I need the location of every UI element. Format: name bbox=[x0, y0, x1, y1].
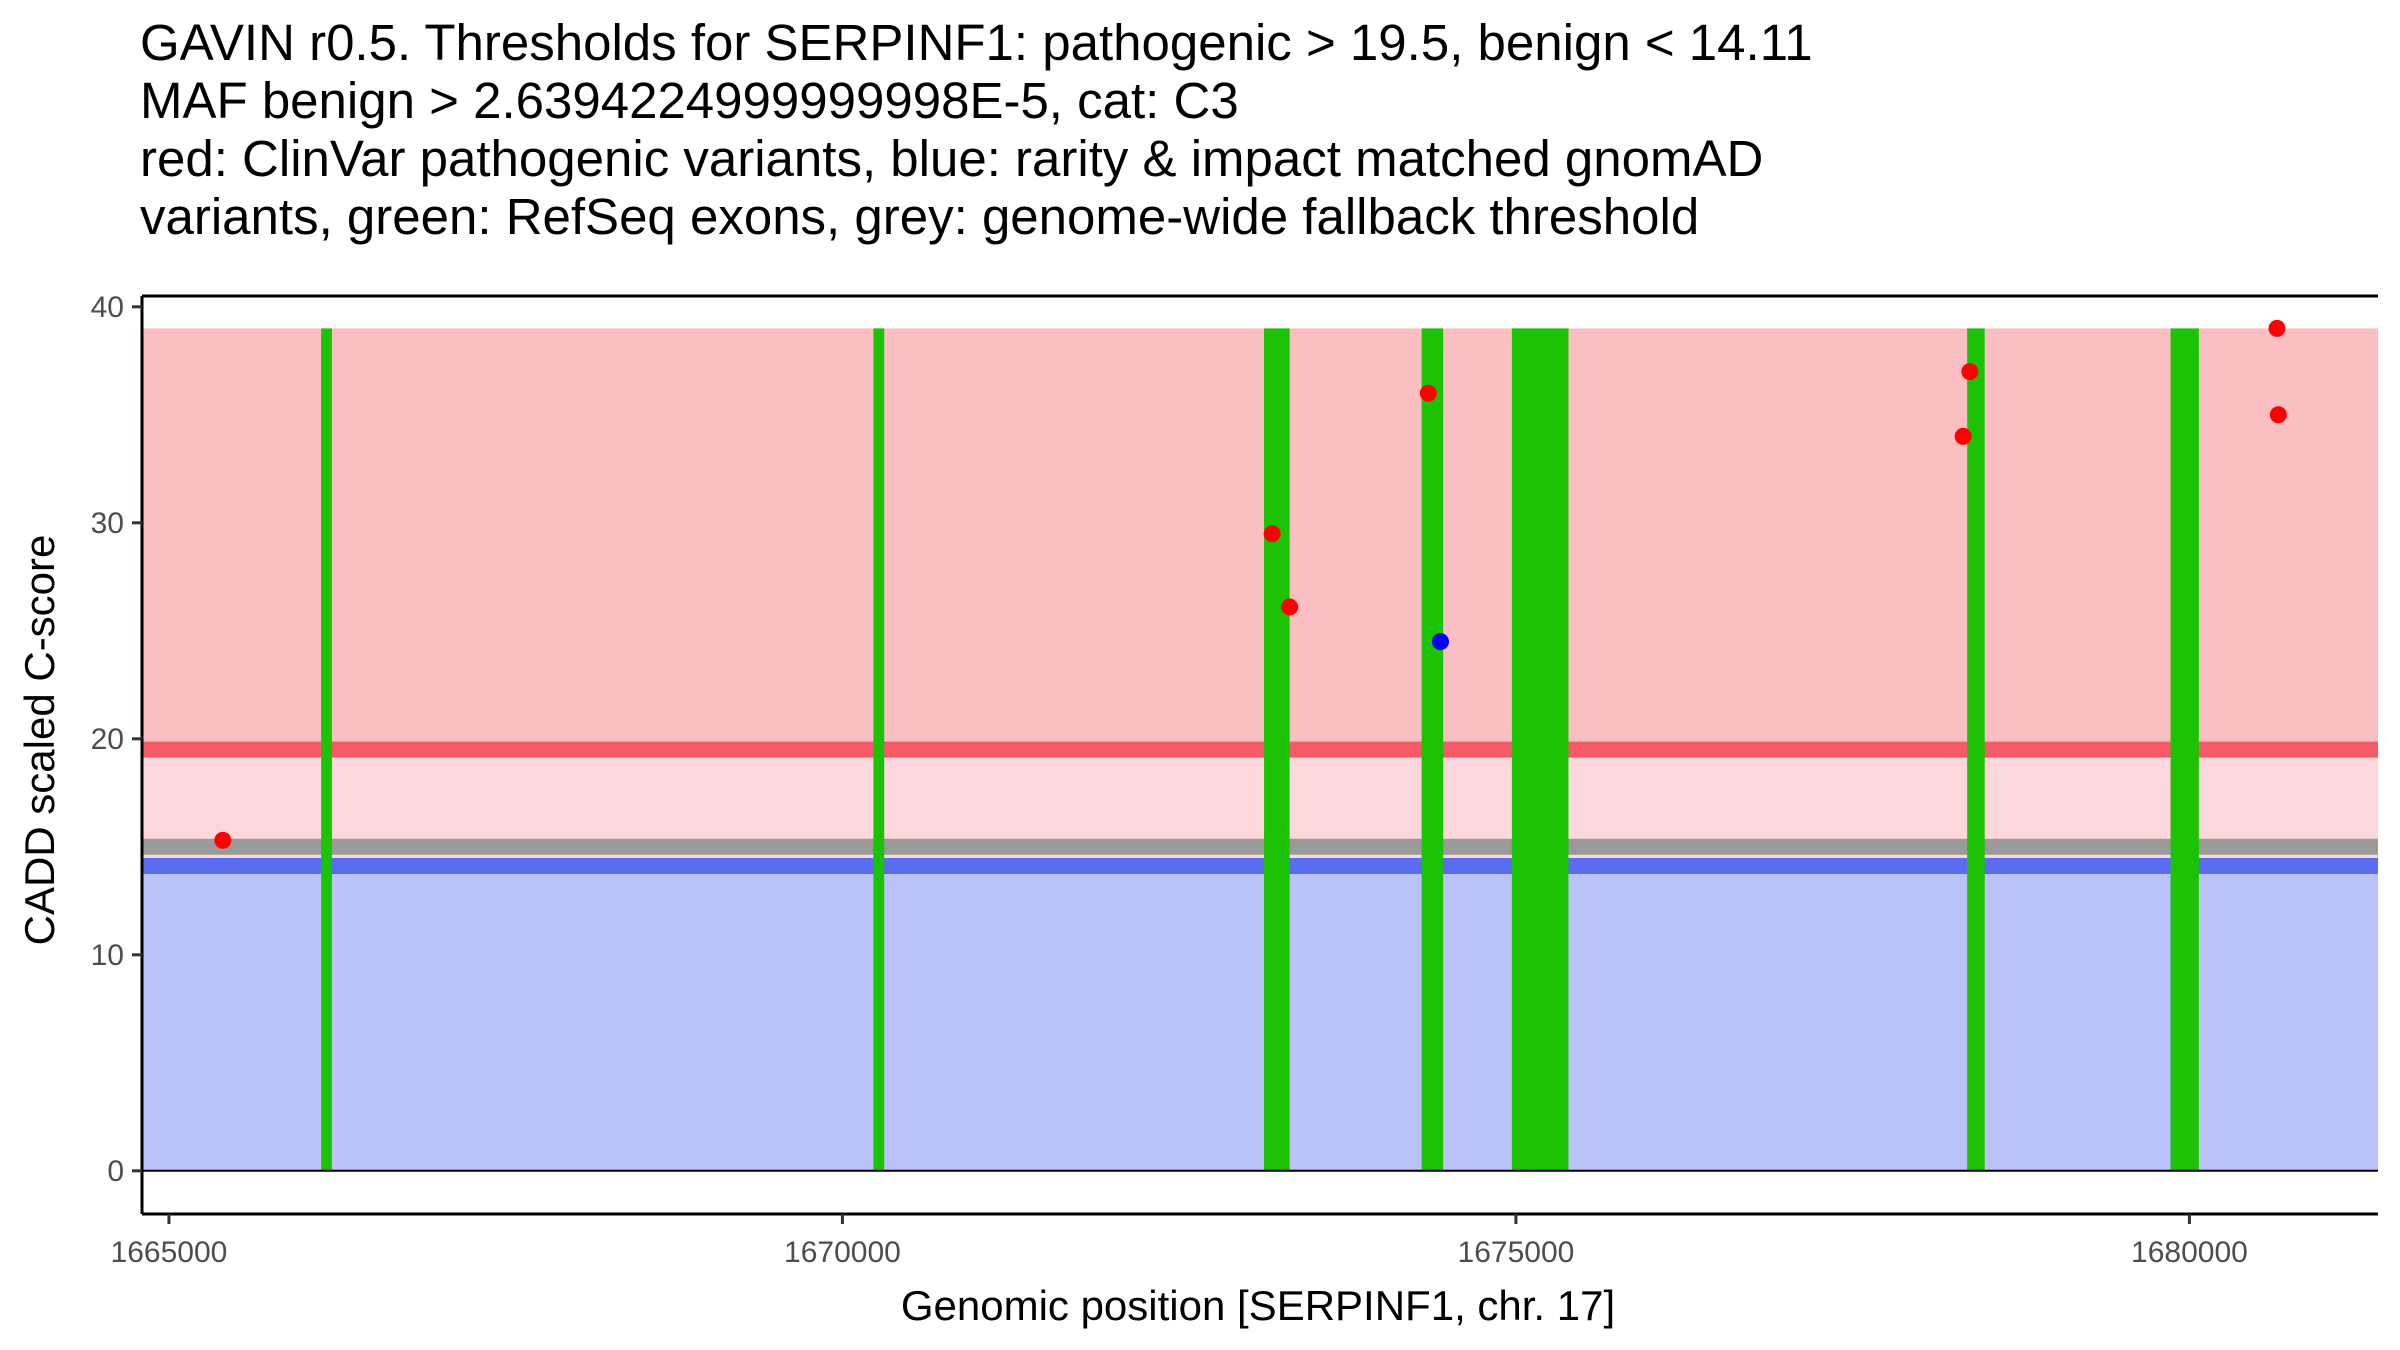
clinvar-point-2 bbox=[1263, 525, 1281, 543]
x-tick-label-1675000: 1675000 bbox=[1458, 1236, 1575, 1269]
title-line-1: GAVIN r0.5. Thresholds for SERPINF1: pat… bbox=[140, 14, 1813, 71]
x-tick-label-1665000: 1665000 bbox=[111, 1236, 228, 1269]
clinvar-point-8 bbox=[2269, 406, 2287, 424]
clinvar-point-4 bbox=[1419, 384, 1437, 402]
exon-bar-2 bbox=[873, 328, 885, 1171]
y-tick-label-0: 0 bbox=[107, 1155, 124, 1188]
x-tick-label-1680000: 1680000 bbox=[2131, 1236, 2248, 1269]
exon-bar-3 bbox=[1264, 328, 1290, 1171]
exon-bar-4 bbox=[1421, 328, 1444, 1171]
exon-bar-5 bbox=[1511, 328, 1569, 1171]
y-tick-label-30: 30 bbox=[91, 507, 124, 540]
clinvar-point-5 bbox=[1954, 427, 1972, 445]
y-tick-label-10: 10 bbox=[91, 939, 124, 972]
x-axis-title: Genomic position [SERPINF1, chr. 17] bbox=[901, 1282, 1615, 1329]
clinvar-point-1 bbox=[214, 831, 232, 849]
x-tick-label-1670000: 1670000 bbox=[784, 1236, 901, 1269]
y-axis-title: CADD scaled C-score bbox=[16, 535, 63, 946]
title-line-4: variants, green: RefSeq exons, grey: gen… bbox=[140, 188, 1700, 245]
chart-title: GAVIN r0.5. Thresholds for SERPINF1: pat… bbox=[140, 14, 2340, 246]
y-tick-label-40: 40 bbox=[91, 291, 124, 324]
gnomad-point-1 bbox=[1431, 633, 1449, 651]
title-line-3: red: ClinVar pathogenic variants, blue: … bbox=[140, 130, 1764, 187]
y-tick-label-20: 20 bbox=[91, 723, 124, 756]
clinvar-point-3 bbox=[1281, 598, 1299, 616]
clinvar-point-6 bbox=[1961, 363, 1979, 381]
exon-bar-1 bbox=[321, 328, 332, 1171]
exon-bar-6 bbox=[1967, 328, 1985, 1171]
clinvar-point-7 bbox=[2268, 319, 2286, 337]
exon-bar-7 bbox=[2170, 328, 2199, 1171]
benign-region bbox=[142, 866, 2378, 1171]
title-line-2: MAF benign > 2.6394224999999998E-5, cat:… bbox=[140, 72, 1239, 129]
pathogenic-region bbox=[142, 328, 2378, 750]
